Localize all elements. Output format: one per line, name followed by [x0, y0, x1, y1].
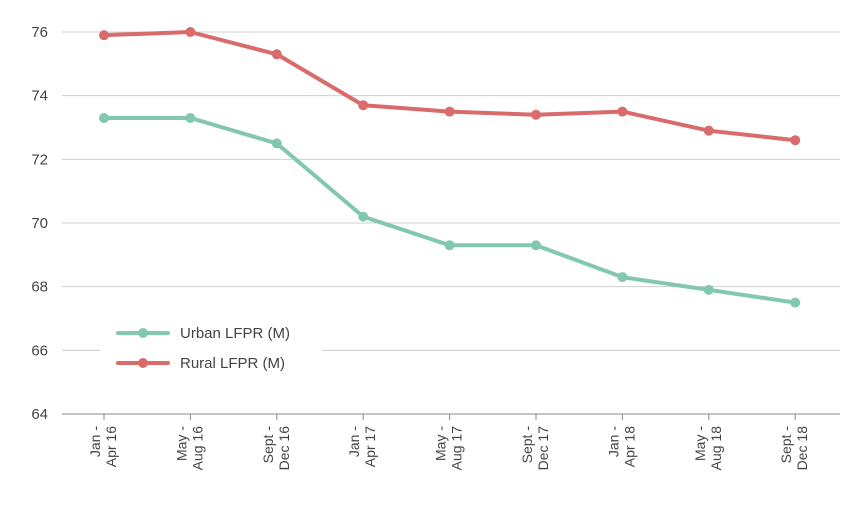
legend-background: [100, 316, 322, 378]
y-tick-label: 68: [31, 279, 48, 296]
x-tick-label-line: Jan -: [87, 426, 103, 457]
x-tick-label-line: Jan -: [346, 426, 362, 457]
x-tick-label-line: Jan -: [605, 426, 621, 457]
data-point: [99, 30, 109, 41]
x-tick-label-line: Sept -: [778, 426, 794, 464]
x-tick-label-line: Sept -: [519, 426, 535, 464]
x-tick-label: May -Aug 17: [433, 426, 465, 471]
legend-label: Urban LFPR (M): [180, 325, 290, 342]
x-tick-label: Sept -Dec 18: [778, 426, 810, 471]
x-tick-label-line: May -: [433, 426, 449, 461]
data-point: [703, 284, 714, 295]
x-tick-label-line: May -: [173, 426, 189, 461]
x-tick-label-line: Aug 16: [189, 426, 205, 471]
data-point: [185, 112, 196, 123]
data-point: [617, 106, 628, 117]
x-tick-label-line: Sept -: [260, 426, 276, 464]
data-point: [444, 106, 455, 117]
y-axis-ticks: 64 66 68 70 72 74 76: [31, 24, 48, 423]
x-tick-label: May -Aug 18: [692, 426, 724, 471]
data-point: [358, 211, 369, 222]
data-point: [271, 49, 282, 60]
x-tick-label-line: May -: [692, 426, 708, 461]
data-point: [617, 272, 628, 283]
x-tick-label: Jan -Apr 18: [605, 426, 637, 468]
y-tick-label: 72: [31, 151, 48, 168]
legend-swatch-point: [138, 358, 148, 368]
y-tick-label: 74: [31, 88, 48, 105]
x-tick-label: Sept -Dec 17: [519, 426, 551, 471]
gridlines: [62, 31, 840, 351]
x-tick-label-line: Apr 17: [362, 426, 378, 467]
y-tick-label: 64: [31, 406, 48, 423]
x-tick-label: Jan -Apr 16: [87, 426, 119, 468]
data-point: [531, 109, 541, 120]
x-tick-label-line: Apr 18: [621, 426, 637, 467]
data-point: [99, 112, 109, 123]
x-tick-label-line: Aug 18: [708, 426, 724, 471]
x-tick-label: Jan -Apr 17: [346, 426, 378, 468]
legend: Urban LFPR (M) Rural LFPR (M): [100, 316, 322, 378]
data-point: [531, 240, 541, 251]
data-point: [358, 100, 369, 111]
data-point: [444, 240, 455, 251]
legend-swatch-point: [138, 328, 148, 338]
y-tick-label: 76: [31, 24, 48, 41]
x-tick-label-line: Aug 17: [449, 426, 465, 471]
series-lines: [99, 27, 801, 308]
x-tick-label-line: Dec 16: [276, 426, 292, 471]
data-point: [790, 135, 801, 146]
x-tick-label: Sept -Dec 16: [260, 426, 292, 471]
series-line-0: [102, 115, 798, 305]
data-point: [185, 27, 196, 37]
x-tick-label-line: Dec 18: [794, 426, 810, 471]
x-tick-label-line: Dec 17: [535, 426, 551, 471]
data-point: [790, 297, 801, 308]
legend-label: Rural LFPR (M): [180, 355, 285, 372]
y-tick-label: 70: [31, 215, 48, 232]
x-axis: Jan -Apr 16 May -Aug 16 Sept -Dec 16 Jan -A…: [62, 413, 840, 471]
y-tick-label: 66: [31, 342, 48, 359]
data-point: [271, 138, 282, 149]
x-tick-label: May -Aug 16: [173, 426, 205, 471]
x-tick-label-line: Apr 16: [103, 426, 119, 467]
data-point: [703, 125, 714, 136]
